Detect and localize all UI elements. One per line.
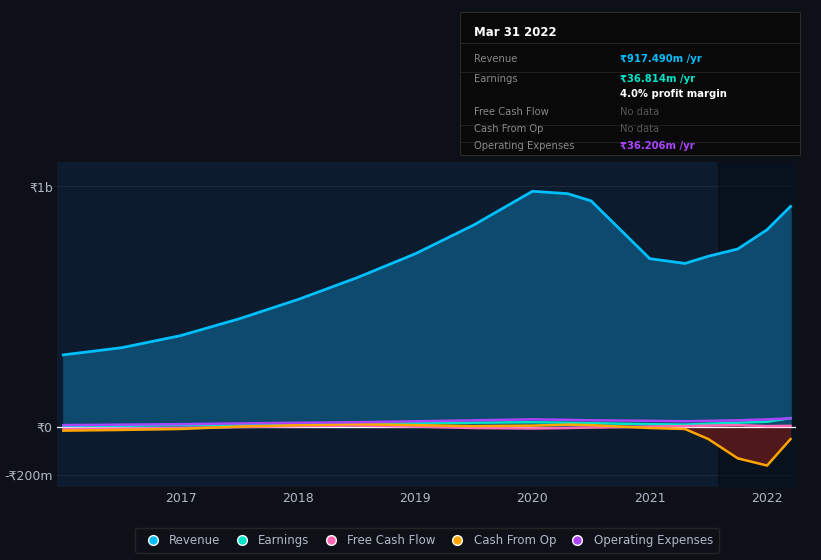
Text: Cash From Op: Cash From Op <box>474 124 543 134</box>
Text: Free Cash Flow: Free Cash Flow <box>474 107 548 117</box>
Text: 4.0% profit margin: 4.0% profit margin <box>620 88 727 99</box>
Text: Operating Expenses: Operating Expenses <box>474 142 574 151</box>
Text: ₹917.490m /yr: ₹917.490m /yr <box>620 54 702 64</box>
Text: Earnings: Earnings <box>474 74 517 84</box>
Text: No data: No data <box>620 107 659 117</box>
Text: Mar 31 2022: Mar 31 2022 <box>474 26 556 39</box>
Legend: Revenue, Earnings, Free Cash Flow, Cash From Op, Operating Expenses: Revenue, Earnings, Free Cash Flow, Cash … <box>135 528 719 553</box>
Text: No data: No data <box>620 124 659 134</box>
Text: Revenue: Revenue <box>474 54 517 64</box>
Bar <box>718 162 802 487</box>
Text: ₹36.206m /yr: ₹36.206m /yr <box>620 142 695 151</box>
Text: ₹36.814m /yr: ₹36.814m /yr <box>620 74 695 84</box>
